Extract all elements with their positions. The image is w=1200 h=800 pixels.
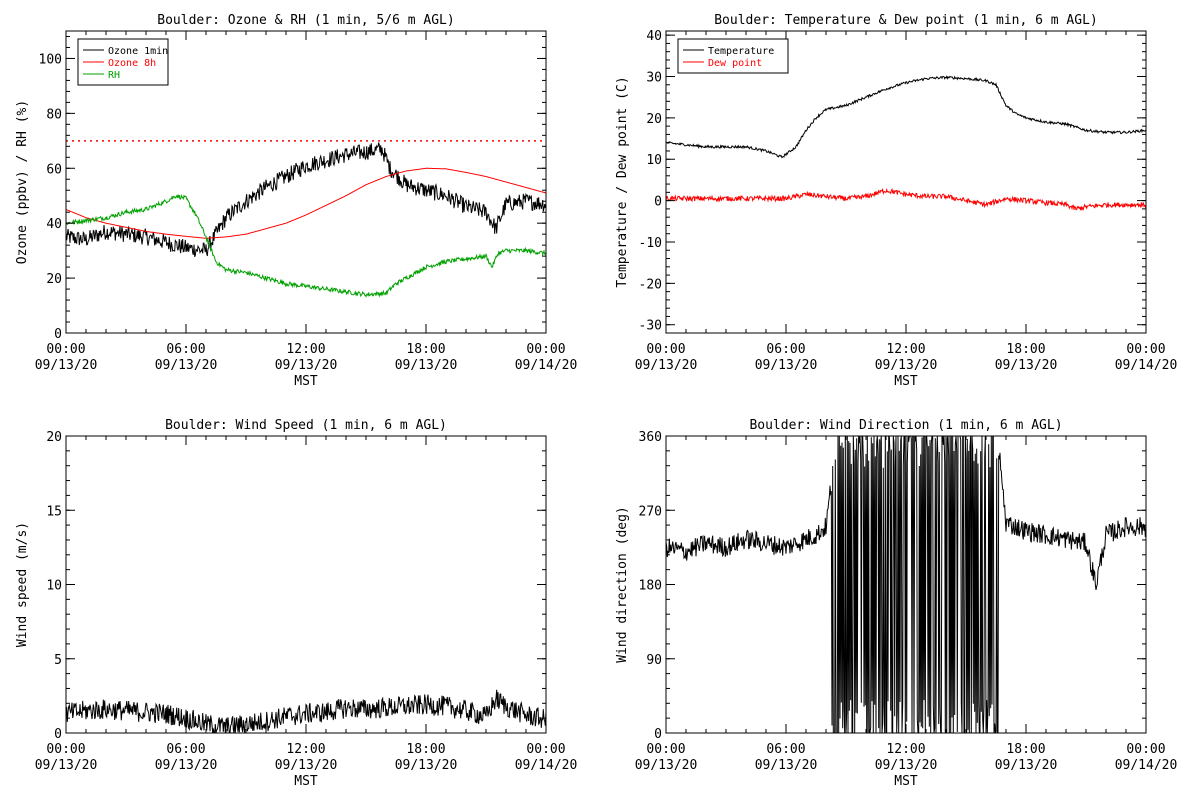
y-tick-label: 20 xyxy=(46,272,62,287)
legend-box xyxy=(677,38,789,74)
legend-label: Ozone 8h xyxy=(108,58,156,69)
chart-panel-3: Boulder: Wind Speed (1 min, 6 m AGL) 0 5 10… xyxy=(15,418,577,789)
x-tick-date-label: 09/14/20 xyxy=(1115,758,1178,773)
x-tick-label: 00:00 xyxy=(1126,742,1165,757)
y-axis-label: Wind direction (deg) xyxy=(615,506,630,663)
x-tick-label: 06:00 xyxy=(166,342,205,357)
x-axis-label: MST xyxy=(894,374,918,389)
y-tick-label: 180 xyxy=(639,579,662,594)
series-line-1 xyxy=(66,142,546,257)
y-tick-label: 0 xyxy=(654,727,662,742)
chart-title: Boulder: Ozone & RH (1 min, 5/6 m AGL) xyxy=(157,13,454,28)
legend-label: RH xyxy=(108,70,120,81)
y-tick-label: 5 xyxy=(54,653,62,668)
x-tick-date-label: 09/13/20 xyxy=(755,358,818,373)
x-tick-date-label: 09/13/20 xyxy=(995,758,1058,773)
x-tick-label: 12:00 xyxy=(286,742,325,757)
x-tick-label: 00:00 xyxy=(526,342,565,357)
x-tick-date-label: 09/13/20 xyxy=(635,358,698,373)
y-tick-label: 30 xyxy=(646,71,662,86)
y-tick-label: 40 xyxy=(46,217,62,232)
x-tick-date-label: 09/14/20 xyxy=(515,358,578,373)
x-tick-label: 18:00 xyxy=(406,342,445,357)
y-axis-label: Temperature / Dew point (C) xyxy=(615,76,630,287)
x-tick-date-label: 09/13/20 xyxy=(755,758,818,773)
series-line-1 xyxy=(666,436,1146,733)
x-tick-date-label: 09/13/20 xyxy=(155,358,218,373)
y-axis-label: Wind speed (m/s) xyxy=(15,522,30,647)
y-tick-label: 20 xyxy=(46,430,62,445)
x-tick-label: 06:00 xyxy=(166,742,205,757)
x-tick-label: 06:00 xyxy=(766,742,805,757)
y-axis-label: Ozone (ppbv) / RH (%) xyxy=(15,100,30,264)
chart-title: Boulder: Wind Speed (1 min, 6 m AGL) xyxy=(165,418,447,433)
x-tick-label: 18:00 xyxy=(406,742,445,757)
x-tick-date-label: 09/14/20 xyxy=(1115,358,1178,373)
x-tick-label: 00:00 xyxy=(1126,342,1165,357)
x-tick-date-label: 09/14/20 xyxy=(515,758,578,773)
x-tick-label: 00:00 xyxy=(526,742,565,757)
series-line-3 xyxy=(66,194,546,298)
x-tick-date-label: 09/13/20 xyxy=(35,758,98,773)
x-tick-date-label: 09/13/20 xyxy=(275,758,338,773)
plot-frame xyxy=(65,435,547,734)
series-line-2 xyxy=(66,167,546,239)
y-tick-label: 270 xyxy=(639,504,662,519)
x-tick-date-label: 09/13/20 xyxy=(875,758,938,773)
chart-title: Boulder: Temperature & Dew point (1 min,… xyxy=(714,13,1098,28)
y-tick-label: 360 xyxy=(639,430,662,445)
plot-frame xyxy=(665,30,1147,334)
x-tick-label: 00:00 xyxy=(46,342,85,357)
chart-panel-1: Boulder: Ozone & RH (1 min, 5/6 m AGL) 0 2… xyxy=(15,13,577,389)
legend-label: Ozone 1min xyxy=(108,46,168,57)
x-tick-label: 00:00 xyxy=(46,742,85,757)
y-tick-label: 0 xyxy=(54,727,62,742)
x-tick-date-label: 09/13/20 xyxy=(275,358,338,373)
y-tick-label: 60 xyxy=(46,162,62,177)
x-tick-date-label: 09/13/20 xyxy=(395,358,458,373)
chart-title: Boulder: Wind Direction (1 min, 6 m AGL) xyxy=(749,418,1062,433)
x-tick-label: 18:00 xyxy=(1006,342,1045,357)
legend-label: Temperature xyxy=(708,46,774,57)
x-axis-label: MST xyxy=(294,774,318,789)
y-tick-label: -20 xyxy=(639,277,662,292)
x-axis-label: MST xyxy=(294,374,318,389)
x-tick-date-label: 09/13/20 xyxy=(395,758,458,773)
y-tick-label: 100 xyxy=(39,52,62,67)
x-axis-label: MST xyxy=(894,774,918,789)
series-line-1 xyxy=(66,689,546,733)
series-line-2 xyxy=(666,187,1146,212)
x-tick-date-label: 09/13/20 xyxy=(155,758,218,773)
x-tick-date-label: 09/13/20 xyxy=(875,358,938,373)
x-tick-label: 18:00 xyxy=(1006,742,1045,757)
x-tick-label: 00:00 xyxy=(646,742,685,757)
y-tick-label: 80 xyxy=(46,107,62,122)
chart-panel-4: Boulder: Wind Direction (1 min, 6 m AGL)… xyxy=(615,418,1177,789)
x-tick-label: 12:00 xyxy=(286,342,325,357)
x-tick-date-label: 09/13/20 xyxy=(35,358,98,373)
y-tick-label: -10 xyxy=(639,236,662,251)
x-tick-label: 00:00 xyxy=(646,342,685,357)
x-tick-date-label: 09/13/20 xyxy=(635,758,698,773)
y-tick-label: -30 xyxy=(639,319,662,334)
y-tick-label: 90 xyxy=(646,653,662,668)
x-tick-label: 12:00 xyxy=(886,342,925,357)
x-tick-date-label: 09/13/20 xyxy=(995,358,1058,373)
y-tick-label: 10 xyxy=(646,153,662,168)
x-tick-label: 06:00 xyxy=(766,342,805,357)
y-tick-label: 15 xyxy=(46,504,62,519)
y-tick-label: 0 xyxy=(654,195,662,210)
x-tick-label: 12:00 xyxy=(886,742,925,757)
series-line-1 xyxy=(666,75,1146,159)
y-tick-label: 40 xyxy=(646,29,662,44)
chart-panel-2: Boulder: Temperature & Dew point (1 min,… xyxy=(615,13,1177,389)
y-tick-label: 20 xyxy=(646,112,662,127)
y-tick-label: 0 xyxy=(54,327,62,342)
y-tick-label: 10 xyxy=(46,579,62,594)
legend-label: Dew point xyxy=(708,58,762,69)
